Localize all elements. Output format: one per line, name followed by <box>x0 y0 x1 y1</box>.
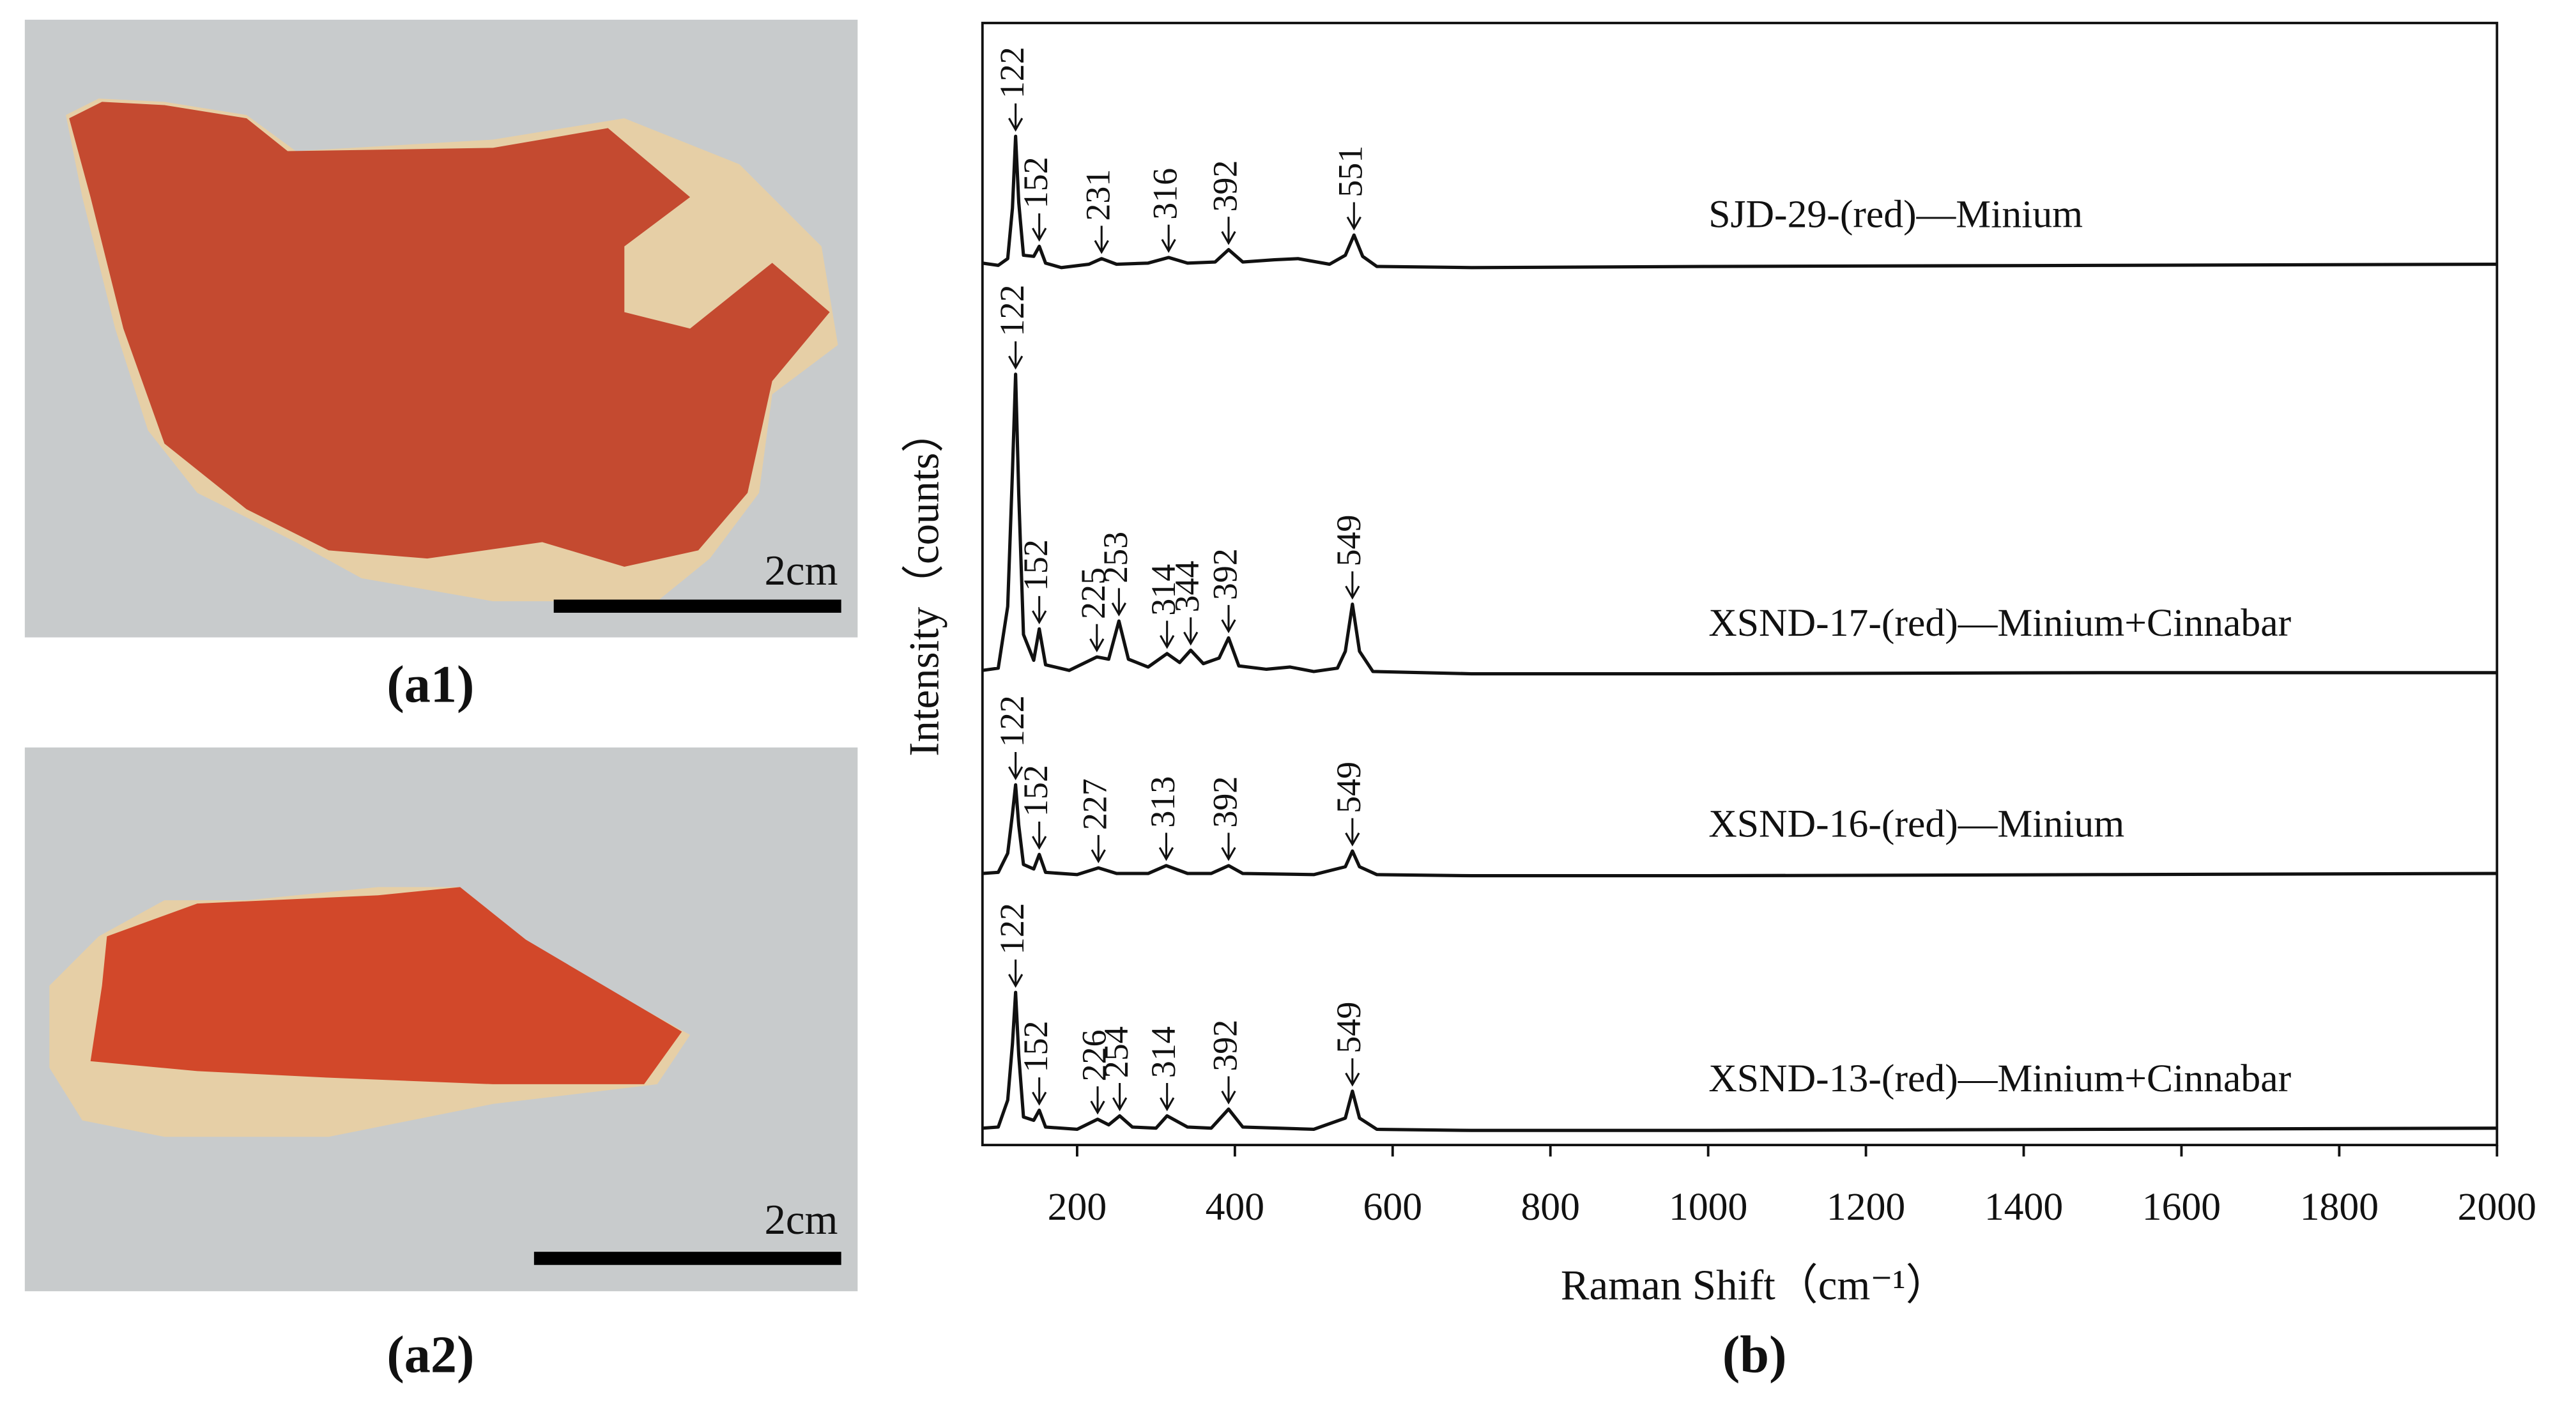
peak-label: 122 <box>993 285 1031 337</box>
spectrum-line <box>982 990 2497 1132</box>
peak-arrow <box>1032 595 1047 625</box>
panel-label: (a1) <box>387 656 474 714</box>
scale-bar <box>553 599 841 613</box>
x-tick-label: 1400 <box>1984 1185 2063 1229</box>
pigment-layer <box>90 887 682 1084</box>
peak-label: 549 <box>1330 515 1368 567</box>
x-tick-label: 2000 <box>2458 1185 2536 1229</box>
y-axis-label: Intensity（counts） <box>900 410 947 757</box>
peak-label: 122 <box>993 695 1031 747</box>
x-tick-label: 800 <box>1521 1185 1580 1229</box>
x-tick-label: 1000 <box>1669 1185 1747 1229</box>
peak-label: 549 <box>1330 1002 1368 1054</box>
peak-label: 549 <box>1330 762 1368 813</box>
peak-arrow <box>1112 1082 1128 1112</box>
peak-arrow <box>1183 617 1199 646</box>
series-label: SJD-29-(red)—Minium <box>1708 193 2083 236</box>
peak-arrow <box>1008 959 1023 988</box>
peak-arrow <box>1032 1077 1047 1106</box>
x-axis-label: Raman Shift（cm⁻¹） <box>1561 1262 1949 1309</box>
peak-label: 152 <box>1016 157 1055 208</box>
peak-label: 152 <box>1016 1020 1055 1072</box>
series-label: XSND-16-(red)—Minium <box>1708 802 2124 845</box>
peak-label: 551 <box>1331 146 1370 197</box>
scale-bar-label: 2cm <box>764 547 838 594</box>
series-label: XSND-17-(red)—Minium+Cinnabar <box>1708 601 2291 645</box>
peak-label: 392 <box>1206 776 1244 828</box>
spectrum-line <box>982 134 2497 270</box>
peak-label: 226 <box>1075 1030 1113 1082</box>
scale-bar <box>533 1252 841 1265</box>
peak-arrow <box>1345 818 1360 847</box>
peak-arrow <box>1161 224 1176 253</box>
spectrum-line <box>982 373 2497 676</box>
x-tick-label: 200 <box>1048 1185 1107 1229</box>
peak-label: 253 <box>1096 532 1135 583</box>
panel-label: (a2) <box>387 1326 474 1384</box>
peak-arrow <box>1091 834 1106 864</box>
series-label: XSND-13-(red)—Minium+Cinnabar <box>1708 1057 2291 1100</box>
peak-arrow <box>1032 213 1047 242</box>
x-tick-label: 400 <box>1206 1185 1265 1229</box>
peak-arrow <box>1090 1086 1105 1115</box>
peak-label: 152 <box>1016 765 1055 817</box>
peak-arrow <box>1094 226 1109 254</box>
peak-label: 254 <box>1097 1026 1135 1078</box>
peak-arrow <box>1345 1058 1360 1087</box>
peak-arrow <box>1221 1076 1236 1105</box>
panel-label: (b) <box>1722 1326 1787 1384</box>
peak-label: 392 <box>1206 1020 1244 1072</box>
peak-arrow <box>1345 571 1360 600</box>
peak-label: 122 <box>993 47 1031 98</box>
peak-label: 314 <box>1144 1026 1183 1078</box>
peak-arrow <box>1008 103 1023 132</box>
peak-label: 392 <box>1206 548 1244 600</box>
peak-arrow <box>1158 833 1174 861</box>
peak-label: 225 <box>1074 567 1112 619</box>
peak-arrow <box>1008 341 1023 370</box>
peak-label: 314 <box>1144 564 1183 616</box>
x-tick-label: 600 <box>1363 1185 1423 1229</box>
peak-arrow <box>1032 821 1047 850</box>
peak-arrow <box>1346 202 1361 231</box>
pigment-layer <box>69 102 830 567</box>
peak-arrow <box>1089 624 1105 652</box>
x-tick-label: 1800 <box>2300 1185 2379 1229</box>
x-tick-label: 1200 <box>1827 1185 1905 1229</box>
scale-bar-label: 2cm <box>764 1196 838 1243</box>
x-tick-label: 1600 <box>2142 1185 2221 1229</box>
peak-arrow <box>1160 620 1175 649</box>
plot-frame <box>981 22 2499 1146</box>
peak-arrow <box>1221 604 1236 634</box>
peak-arrow <box>1221 833 1236 861</box>
peak-arrow <box>1008 751 1023 781</box>
peak-label: 227 <box>1076 778 1114 830</box>
peak-label: 344 <box>1168 561 1206 613</box>
peak-label: 316 <box>1146 168 1184 220</box>
spectrum-line <box>982 783 2497 878</box>
peak-arrow <box>1221 217 1236 245</box>
peak-label: 152 <box>1016 539 1055 591</box>
peak-label: 122 <box>993 903 1031 955</box>
peak-arrow <box>1160 1082 1175 1112</box>
peak-label: 392 <box>1206 160 1244 212</box>
peak-label: 231 <box>1079 169 1117 221</box>
peak-arrow <box>1111 588 1126 617</box>
peak-label: 313 <box>1144 776 1182 828</box>
